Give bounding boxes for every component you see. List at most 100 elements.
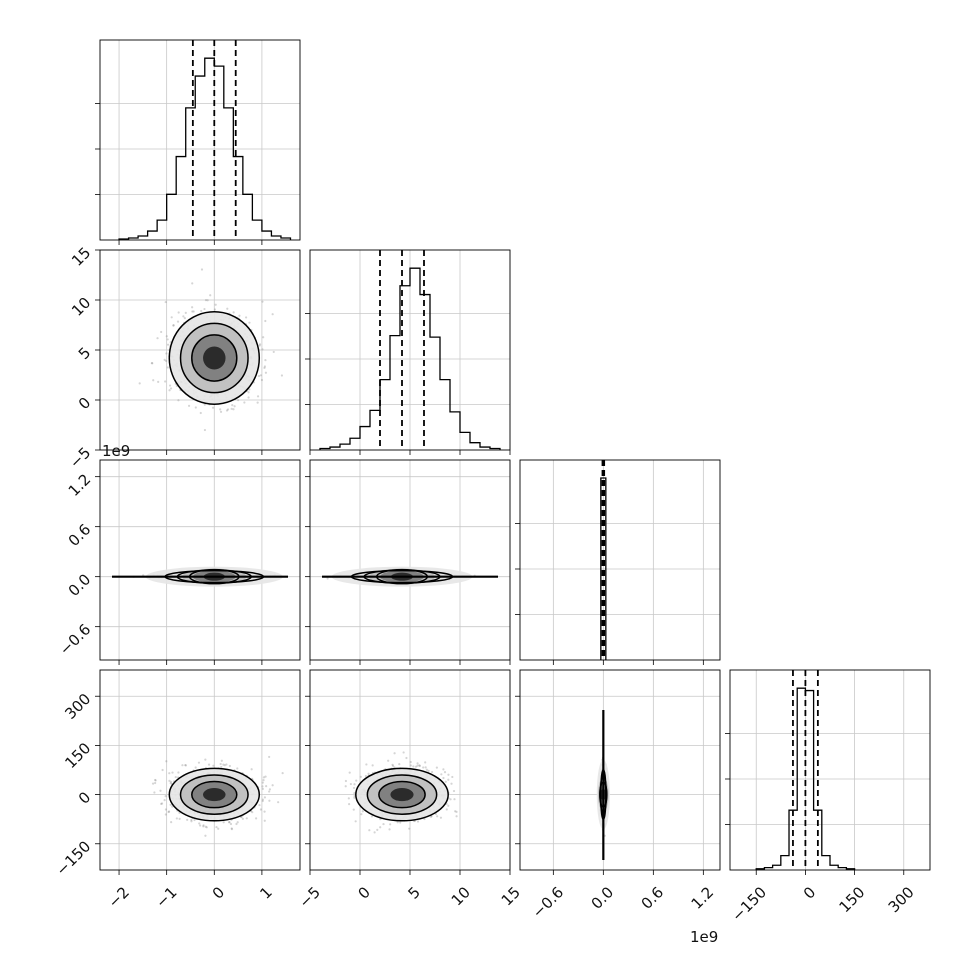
scatter-point (207, 763, 211, 766)
scatter-point (268, 790, 271, 793)
scatter-point (429, 815, 433, 818)
scatter-point (157, 380, 160, 383)
scatter-point (167, 810, 170, 814)
scatter-point (233, 405, 236, 408)
scatter-point (198, 822, 201, 825)
scatter-point (258, 343, 262, 346)
scatter-point (424, 766, 427, 769)
scatter-point (261, 300, 264, 303)
scatter-point (236, 767, 239, 770)
scatter-point (447, 773, 450, 776)
scatter-point (440, 773, 443, 776)
scatter-point (154, 779, 157, 782)
scatter-point (228, 764, 231, 768)
scatter-point (181, 764, 184, 767)
scatter-point (231, 404, 234, 407)
scatter-point (263, 366, 266, 370)
scatter-point (277, 801, 280, 804)
panel-frame (99, 39, 301, 241)
scatter-point (169, 803, 172, 806)
scatter-point (256, 401, 259, 404)
scatter-panel-2-3 (515, 669, 721, 875)
scatter-point (200, 268, 204, 271)
scatter-point (225, 763, 228, 766)
scatter-point (264, 775, 267, 778)
contour-line (378, 780, 426, 809)
scatter-point (182, 315, 185, 318)
scatter-point (455, 815, 458, 818)
scatter-point (258, 803, 261, 807)
scatter-point (167, 810, 171, 813)
contour-line (168, 311, 261, 405)
scatter-point (194, 406, 197, 409)
scatter-point (166, 366, 169, 369)
scatter-point (435, 766, 438, 769)
scatter-point (223, 764, 226, 767)
scatter-point (326, 577, 329, 580)
scatter-point (154, 781, 157, 785)
histogram-step (118, 57, 292, 240)
scatter-point (166, 343, 170, 346)
scatter-point (367, 772, 370, 775)
scatter-point (238, 314, 241, 317)
scatter-point (268, 788, 272, 791)
panel-frame (309, 459, 511, 661)
scatter-point (263, 365, 267, 368)
scatter-point (166, 338, 169, 341)
scatter-point (451, 775, 454, 779)
scatter-point (271, 313, 274, 316)
scatter-point (160, 802, 164, 805)
scatter-point (261, 787, 264, 791)
scatter-point (259, 808, 263, 811)
scatter-point (373, 831, 376, 834)
scatter-point (186, 818, 189, 821)
scatter-point (230, 407, 233, 410)
scatter-point (264, 319, 267, 323)
scatter-point (368, 829, 371, 832)
scatter-point (408, 827, 411, 830)
scatter-point (200, 309, 203, 313)
histogram-panel-1 (305, 249, 511, 455)
scatter-point (360, 813, 363, 816)
scatter-point (389, 823, 392, 826)
scatter-point (190, 818, 193, 821)
scatter-point (190, 820, 193, 823)
scatter-point (165, 760, 168, 763)
scatter-point (164, 795, 167, 798)
scatter-panel-0-1 (95, 249, 301, 455)
panel-frame (729, 669, 931, 871)
scatter-point (256, 395, 260, 398)
scatter-point (151, 782, 155, 785)
scatter-point (150, 362, 153, 365)
scatter-point (177, 311, 180, 314)
scatter-point (264, 371, 268, 374)
scatter-point (259, 374, 262, 377)
contour-line (366, 774, 438, 815)
scatter-point (184, 764, 187, 767)
scatter-point (203, 307, 206, 311)
scatter-point (169, 780, 173, 783)
scatter-point (422, 766, 425, 769)
scatter-point (412, 765, 415, 768)
scatter-point (138, 382, 141, 385)
scatter-point (220, 759, 223, 762)
scatter-point (445, 808, 448, 811)
scatter-point (454, 810, 457, 813)
panel-frame (309, 669, 511, 871)
scatter-point (348, 771, 351, 774)
scatter-point (261, 799, 264, 803)
scatter-point (353, 783, 356, 786)
scatter-point (209, 294, 212, 297)
scatter-point (255, 817, 258, 820)
scatter-point (183, 317, 186, 320)
scatter-point (165, 335, 168, 338)
scatter-point (409, 764, 412, 767)
scatter-point (261, 348, 264, 351)
scatter-point (424, 761, 427, 764)
scatter-point (228, 821, 231, 824)
scatter-point (171, 771, 174, 774)
scatter-point (263, 796, 267, 799)
scatter-point (222, 763, 225, 766)
scatter-point (194, 766, 197, 769)
scatter-point (184, 764, 187, 767)
